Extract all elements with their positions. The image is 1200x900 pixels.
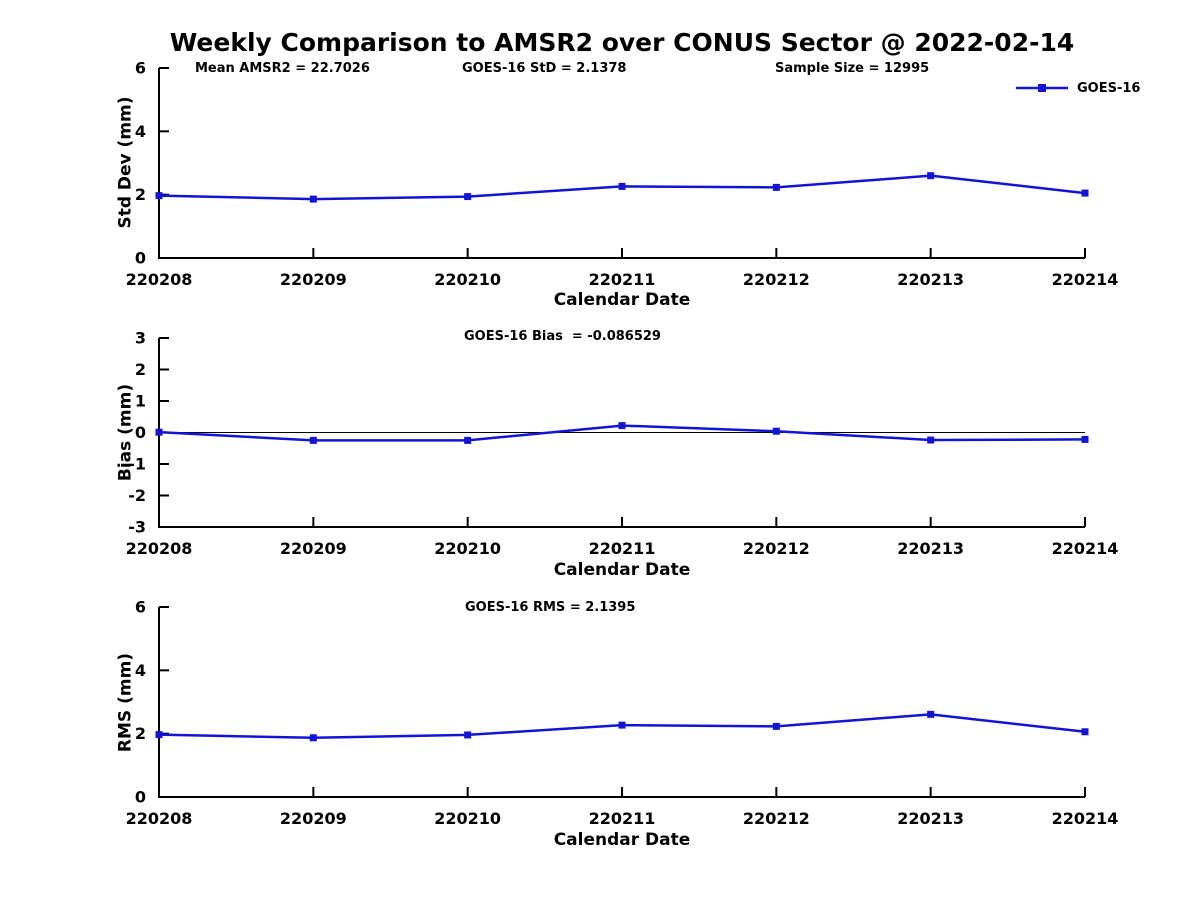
data-marker [309, 436, 317, 444]
data-marker [927, 172, 935, 180]
data-marker [155, 428, 163, 436]
y-tick-label: 2 [135, 185, 146, 204]
data-marker [1081, 728, 1089, 736]
x-tick-label: 220212 [743, 809, 810, 828]
annotation-mean-amsr2: Mean AMSR2 = 22.7026 [195, 61, 370, 76]
y-tick-label: 2 [135, 360, 146, 379]
y-tick-label: 3 [135, 329, 146, 348]
data-marker [309, 734, 317, 742]
data-marker [464, 436, 472, 444]
data-marker [772, 427, 780, 435]
figure-title: Weekly Comparison to AMSR2 over CONUS Se… [169, 28, 1075, 57]
x-tick-label: 220214 [1052, 809, 1119, 828]
data-marker [1081, 189, 1089, 197]
data-marker [618, 422, 626, 430]
x-tick-label: 220211 [589, 539, 656, 558]
data-marker [772, 183, 780, 191]
x-tick-label: 220212 [743, 270, 810, 289]
legend-line-sample [1016, 84, 1068, 92]
y-tick-label: 1 [135, 392, 146, 411]
y-tick-label: -2 [128, 486, 146, 505]
axis-frame [158, 68, 1085, 259]
data-marker [309, 195, 317, 203]
y-tick-label: 2 [135, 724, 146, 743]
x-tick-label: 220214 [1052, 270, 1119, 289]
x-tick-label: 220209 [280, 270, 347, 289]
annotation-goes16-rms: GOES-16 RMS = 2.1395 [465, 600, 636, 615]
x-tick-label: 220208 [126, 270, 193, 289]
x-tick-label: 220212 [743, 539, 810, 558]
y-tick-label: 6 [135, 598, 146, 617]
legend-marker [1038, 84, 1046, 92]
x-tick-label: 220211 [589, 270, 656, 289]
panel-bias: -3 -2 -1 0 1 2 3 220208 220209 220210 220211 220212… [126, 329, 1119, 559]
annotation-sample-size: Sample Size = 12995 [775, 61, 930, 76]
axis-frame [158, 607, 1085, 798]
data-marker [155, 192, 163, 200]
y-tick-label: 4 [135, 122, 146, 141]
y-tick-label: 0 [135, 423, 146, 442]
data-marker [618, 182, 626, 190]
x-tick-label: 220209 [280, 539, 347, 558]
data-marker [772, 722, 780, 730]
data-marker [1081, 435, 1089, 443]
x-tick-label: 220208 [126, 809, 193, 828]
data-marker [618, 721, 626, 729]
data-marker [155, 731, 163, 739]
x-tick-label: 220208 [126, 539, 193, 558]
y-tick-label: 0 [135, 788, 146, 807]
x-tick-label: 220213 [897, 539, 964, 558]
x-axis-label-rms: Calendar Date [553, 830, 691, 850]
legend-label: GOES-16 [1077, 80, 1141, 96]
legend: GOES-16 [1014, 80, 1140, 96]
y-tick-label: 4 [135, 661, 146, 680]
y-tick-label: 0 [135, 249, 146, 268]
x-tick-label: 220213 [897, 809, 964, 828]
annotation-goes16-std: GOES-16 StD = 2.1378 [462, 61, 627, 76]
data-marker [464, 193, 472, 201]
x-tick-label: 220214 [1052, 539, 1119, 558]
data-marker [927, 710, 935, 718]
data-marker [464, 731, 472, 739]
y-tick-label: -3 [128, 518, 146, 537]
x-tick-label: 220213 [897, 270, 964, 289]
panel-rms: 0 2 4 6 220208 220209 220210 220211 220212 220213… [126, 598, 1119, 829]
x-tick-label: 220210 [434, 539, 501, 558]
x-axis-label-stddev: Calendar Date [553, 290, 691, 310]
panel-std-dev: 0 2 4 6 220208 220209 220210 220211 220212 220213… [126, 59, 1119, 290]
y-tick-label: -1 [128, 455, 146, 474]
x-tick-label: 220209 [280, 809, 347, 828]
x-tick-label: 220211 [589, 809, 656, 828]
x-axis-label-bias: Calendar Date [553, 560, 691, 580]
y-tick-label: 6 [135, 59, 146, 78]
x-tick-label: 220210 [434, 270, 501, 289]
annotation-goes16-bias: GOES-16 Bias = -0.086529 [464, 329, 661, 344]
x-tick-label: 220210 [434, 809, 501, 828]
data-marker [927, 436, 935, 444]
